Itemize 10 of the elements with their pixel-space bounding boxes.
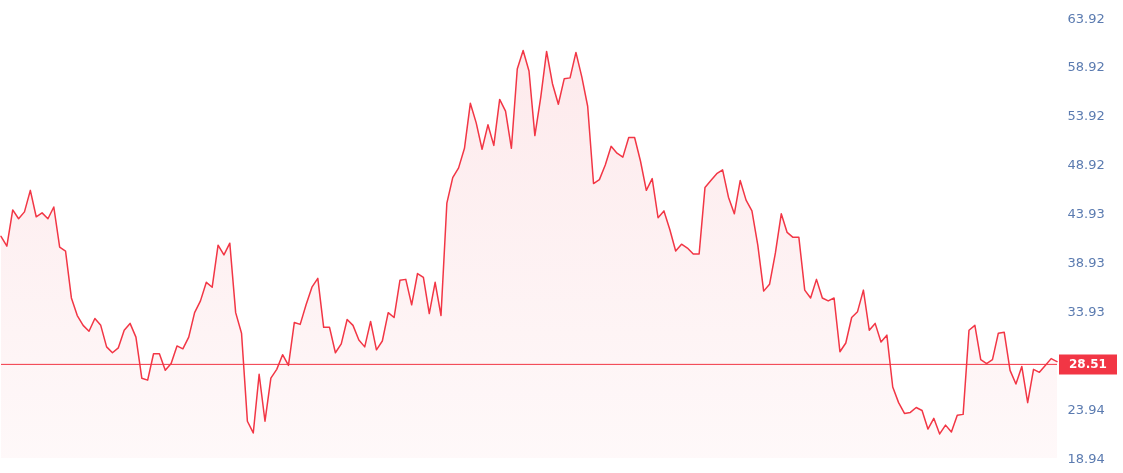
y-tick-label: 43.93 [1067,206,1105,222]
y-tick-label: 53.92 [1067,108,1105,124]
y-tick-label: 58.92 [1067,59,1105,75]
y-tick-label: 23.94 [1067,401,1105,417]
y-tick-label: 33.93 [1067,303,1105,319]
y-tick-label: 48.92 [1067,157,1105,173]
y-tick-label: 63.92 [1067,10,1105,26]
y-tick-label: 38.93 [1067,254,1105,270]
y-tick-label: 18.94 [1067,450,1105,466]
ref-line-label: 28.51 [1069,357,1107,372]
